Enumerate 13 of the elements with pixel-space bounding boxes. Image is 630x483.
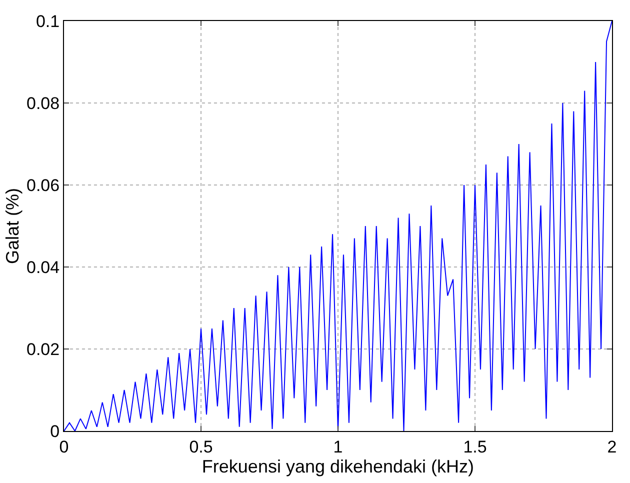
x-tick-label: 1.5	[463, 437, 487, 456]
y-tick-label: 0.02	[26, 340, 60, 359]
y-tick-label: 0.06	[26, 176, 60, 195]
y-tick-label: 0.1	[36, 12, 60, 31]
x-tick-label: 2	[607, 437, 617, 456]
line-series	[64, 21, 612, 431]
x-tick-label: 0.5	[189, 437, 213, 456]
y-tick-label: 0.04	[26, 258, 60, 277]
y-tick-label: 0.08	[26, 94, 60, 113]
y-axis-title: Galat (%)	[2, 188, 23, 264]
y-tick-label: 0	[50, 422, 60, 441]
x-tick-label: 1	[333, 437, 343, 456]
x-axis-title: Frekuensi yang dikehendaki (kHz)	[202, 456, 474, 476]
